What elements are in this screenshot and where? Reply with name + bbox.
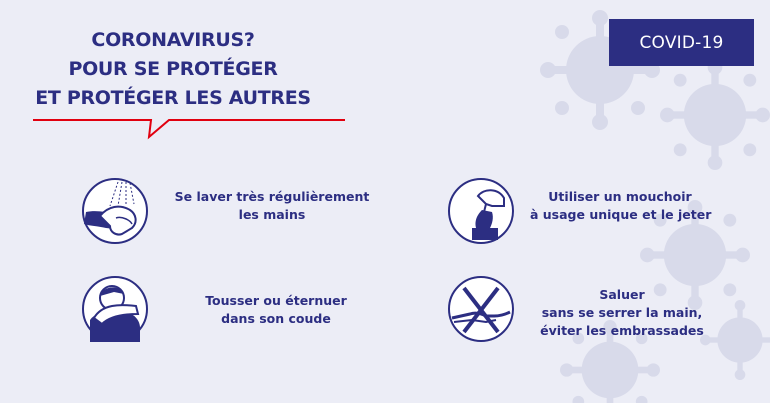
- elbow-cough-icon: [82, 276, 148, 342]
- action-line: Utiliser un mouchoir: [548, 189, 692, 204]
- virus-decoration-icon: [560, 320, 660, 403]
- speech-bubble-underline-icon: [33, 119, 345, 140]
- no-handshake-icon: [448, 276, 514, 342]
- virus-decoration-icon: [700, 300, 770, 380]
- covid-tag: COVID-19: [609, 19, 754, 66]
- action-text: Saluer sans se serrer la main, éviter le…: [538, 286, 706, 340]
- action-line: Tousser ou éternuer: [205, 293, 347, 308]
- action-line: les mains: [238, 207, 306, 222]
- action-line: à usage unique et le jeter: [530, 207, 712, 222]
- headline-line: CORONAVIRUS?: [91, 29, 255, 51]
- action-text: Utiliser un mouchoir à usage unique et l…: [530, 188, 712, 224]
- headline: CORONAVIRUS? POUR SE PROTÉGER ET PROTÉGE…: [20, 26, 326, 113]
- headline-line: ET PROTÉGER LES AUTRES: [35, 87, 311, 109]
- hand-washing-icon: [82, 178, 148, 244]
- action-line: dans son coude: [221, 311, 331, 326]
- action-text: Se laver très régulièrement les mains: [172, 188, 372, 224]
- action-text: Tousser ou éternuer dans son coude: [196, 292, 356, 328]
- action-line: Se laver très régulièrement: [174, 189, 370, 204]
- headline-line: POUR SE PROTÉGER: [68, 58, 278, 80]
- virus-decoration-icon: [640, 200, 750, 310]
- tissue-icon: [448, 178, 514, 244]
- action-line: éviter les embrassades: [540, 323, 704, 338]
- action-line: sans se serrer la main,: [541, 305, 703, 320]
- action-line: Saluer: [599, 287, 645, 302]
- virus-decoration-icon: [660, 60, 770, 170]
